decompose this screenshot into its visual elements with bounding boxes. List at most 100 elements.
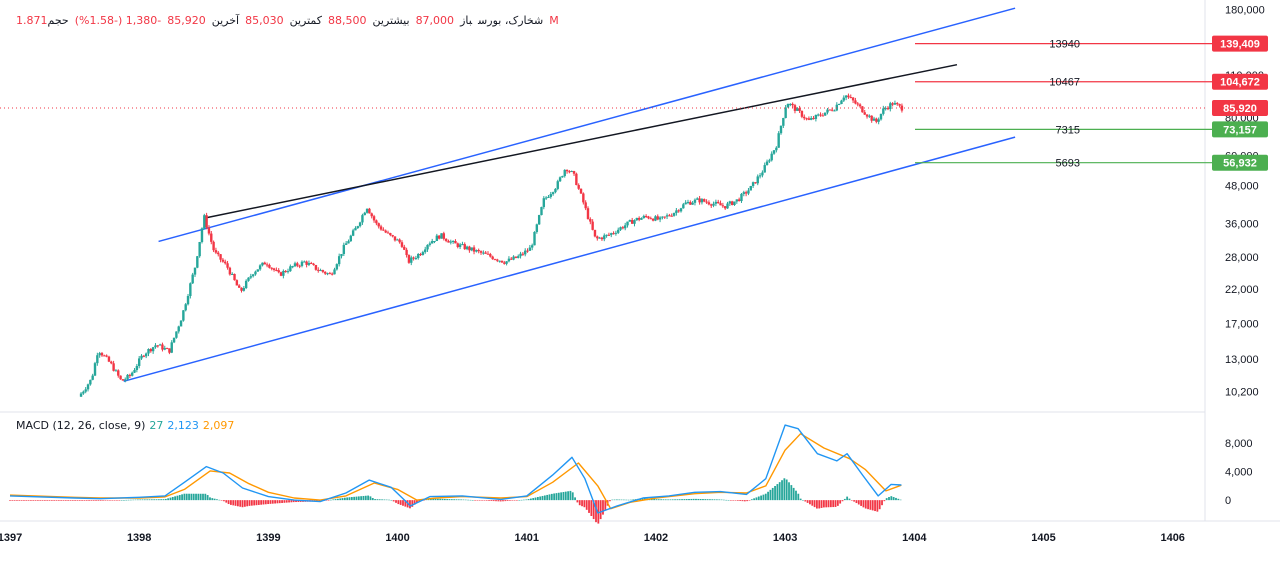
macd-histogram-bar: [32, 500, 35, 501]
candle-body: [79, 393, 83, 397]
macd-histogram-bar: [27, 500, 30, 501]
candle-body: [842, 97, 845, 101]
candle-body: [91, 375, 94, 380]
macd-histogram-bar: [595, 500, 597, 523]
level-price-tag: [1212, 73, 1268, 90]
candle-body: [298, 265, 301, 267]
macd-histogram-bar: [518, 500, 521, 501]
volume-value: 1.871M: [16, 14, 559, 27]
macd-histogram-bar: [895, 497, 897, 501]
macd-histogram-bar: [564, 491, 567, 501]
candle-body: [807, 118, 811, 120]
macd-histogram-bar: [581, 500, 583, 507]
candle-body: [817, 114, 820, 116]
candle-body: [726, 203, 729, 209]
macd-histogram-bar: [839, 500, 842, 504]
macd-histogram-bar: [16, 500, 18, 501]
macd-histogram-bar: [885, 498, 888, 501]
candle-body: [303, 261, 306, 263]
candle-body: [184, 304, 187, 311]
price-axis-tick: 22,000: [1225, 284, 1259, 296]
candle-body: [784, 107, 787, 118]
candle-body: [412, 257, 415, 259]
macd-histogram-bar: [153, 499, 156, 501]
macd-legend[interactable]: MACD (12, 26, close, 9) 27 2,123 2,097: [16, 419, 234, 432]
candle-body: [721, 205, 725, 207]
macd-histogram-bar: [330, 499, 332, 501]
macd-histogram-bar: [825, 500, 828, 508]
macd-histogram-bar: [860, 500, 862, 506]
candle-body: [512, 256, 515, 260]
level-price-tag: [1212, 35, 1268, 52]
macd-histogram-bar: [292, 500, 295, 503]
macd-histogram-bar: [478, 500, 481, 501]
macd-histogram-bar: [757, 496, 760, 501]
macd-histogram-bar: [183, 493, 186, 501]
macd-histogram-bar: [18, 500, 21, 501]
macd-histogram-bar: [739, 500, 742, 501]
candle-body: [663, 216, 666, 218]
candle-body: [840, 100, 843, 105]
candle-body: [856, 103, 859, 105]
macd-histogram-bar: [404, 500, 407, 507]
macd-histogram-bar: [467, 499, 470, 501]
price-axis-tick: 28,000: [1225, 252, 1259, 264]
candle-body: [151, 347, 155, 352]
macd-histogram-bar: [571, 492, 574, 501]
macd-histogram-bar: [890, 496, 893, 501]
candle-body: [733, 201, 736, 205]
macd-histogram-bar: [34, 500, 37, 501]
macd-histogram-bar: [274, 500, 276, 504]
candle-body: [317, 269, 320, 271]
time-axis-tick: 1404: [902, 532, 927, 544]
macd-histogram-value: 27: [149, 419, 164, 432]
candle-body: [491, 256, 494, 260]
candle-body: [633, 220, 636, 224]
macd-histogram-bar: [288, 500, 290, 503]
candle-body: [386, 232, 390, 234]
macd-histogram-bar: [699, 499, 702, 501]
candle-body: [626, 221, 629, 226]
macd-histogram-bar: [64, 500, 67, 501]
macd-histogram-bar: [250, 500, 253, 506]
macd-histogram-bar: [402, 500, 404, 506]
time-axis-tick: 1400: [385, 532, 409, 544]
candle-body: [719, 203, 722, 206]
macd-histogram-bar: [688, 498, 690, 501]
macd-histogram-bar: [423, 500, 425, 501]
macd-histogram-bar: [357, 496, 360, 501]
macd-histogram-bar: [188, 493, 190, 501]
macd-histogram-bar: [685, 499, 688, 501]
macd-histogram-bar: [102, 500, 104, 501]
macd-histogram-bar: [67, 500, 70, 501]
macd-histogram-bar: [536, 497, 539, 501]
macd-histogram-bar: [674, 499, 676, 501]
candle-body: [900, 105, 904, 111]
macd-histogram-bar: [132, 499, 135, 501]
macd-histogram-bar: [853, 500, 856, 502]
candle-body: [547, 196, 550, 198]
candle-body: [365, 208, 369, 213]
candle-body: [691, 202, 694, 205]
candle-body: [858, 104, 862, 107]
candle-body: [651, 218, 655, 221]
macd-histogram-bar: [609, 500, 611, 502]
candle-body: [714, 201, 718, 204]
candle-body: [249, 276, 253, 278]
macd-histogram-bar: [597, 500, 600, 524]
candle-body: [158, 344, 162, 346]
macd-histogram-bar: [616, 499, 618, 501]
macd-histogram-bar: [669, 499, 672, 501]
macd-histogram-bar: [722, 499, 725, 501]
macd-histogram-bar: [169, 497, 172, 501]
candle-body: [826, 109, 829, 113]
macd-histogram-bar: [185, 493, 188, 501]
candle-body: [261, 262, 264, 266]
macd-histogram-bar: [81, 500, 83, 501]
candle-body: [163, 348, 166, 350]
candle-body: [293, 263, 297, 267]
candle-body: [735, 199, 739, 202]
macd-histogram-bar: [695, 498, 697, 501]
macd-histogram-bar: [213, 498, 216, 501]
